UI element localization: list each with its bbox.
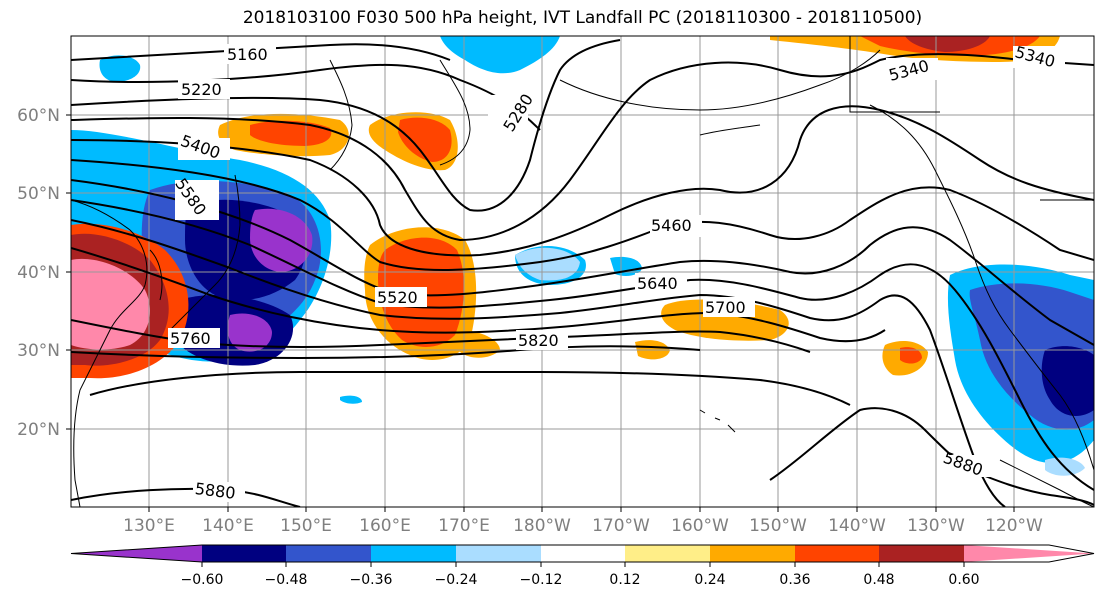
colorbar-label-neg012: −0.12 — [520, 572, 563, 588]
contour-label-5820: 5820 — [518, 331, 559, 350]
negative-region-cyan-top — [440, 36, 560, 74]
longitude-labels: 130°E 140°E 150°E 160°E 170°E 180°W 170°… — [123, 516, 1043, 536]
height-contours — [71, 39, 1094, 507]
hawaii-islands — [699, 409, 736, 433]
lat-label-40n: 40°N — [17, 263, 60, 283]
contour-5880-north — [89, 371, 851, 406]
positive-region-red-alaska-west — [398, 117, 452, 162]
lon-label-130e: 130°E — [123, 516, 175, 536]
alaska-west-coast — [439, 59, 471, 166]
colorbar-segment — [541, 545, 625, 562]
negative-region-cyan-small — [340, 395, 362, 404]
colorbar-label-060: 0.60 — [948, 572, 979, 588]
lon-label-160w: 160°W — [671, 516, 729, 536]
contour-5160 — [71, 43, 451, 61]
coastlines — [71, 36, 1094, 507]
contour-5820 — [71, 345, 701, 360]
lon-label-160e: 160°E — [359, 516, 411, 536]
contour-5640 — [71, 219, 1006, 507]
lon-label-150e: 150°E — [280, 516, 332, 536]
latitude-labels: 60°N 50°N 40°N 30°N 20°N — [17, 106, 60, 440]
colorbar-label-048: 0.48 — [863, 572, 894, 588]
lon-label-140e: 140°E — [202, 516, 254, 536]
lon-label-170w: 170°W — [592, 516, 650, 536]
asia-coast — [71, 199, 148, 507]
colorbar: −0.60 −0.48 −0.36 −0.24 −0.12 0.12 0.24 … — [70, 544, 1095, 588]
contour-5280 — [71, 39, 621, 212]
contour-label-5520: 5520 — [377, 288, 418, 307]
negative-region-navy-east — [1041, 346, 1094, 416]
japan-coast — [169, 174, 241, 331]
contour-5400 — [71, 105, 1094, 257]
colorbar-label-neg060: −0.60 — [181, 572, 224, 588]
canada-coast — [869, 104, 1094, 471]
lon-label-180w: 180°W — [513, 516, 571, 536]
mexico-coast — [999, 459, 1094, 507]
colorbar-label-036: 0.36 — [779, 572, 810, 588]
lon-label-140w: 140°W — [828, 516, 886, 536]
positive-region-orange-mid — [661, 299, 789, 341]
colorbar-segments — [70, 544, 1095, 563]
colorbar-segment — [456, 545, 541, 562]
colorbar-ticks — [201, 562, 965, 567]
colorbar-label-neg036: −0.36 — [350, 572, 393, 588]
negative-region-purple-south — [227, 313, 272, 352]
contour-label-5220: 5220 — [181, 80, 222, 99]
negative-region-purple — [250, 208, 313, 272]
lat-label-60n: 60°N — [17, 106, 60, 126]
aleutian-chain — [699, 124, 761, 136]
lat-label-20n: 20°N — [17, 420, 60, 440]
colorbar-label-neg024: −0.24 — [435, 572, 478, 588]
contour-5580 — [71, 199, 1094, 491]
contour-5460 — [71, 159, 1094, 271]
contour-label-5880-west: 5880 — [194, 479, 237, 503]
lon-label-130w: 130°W — [907, 516, 965, 536]
lon-label-170e: 170°E — [438, 516, 490, 536]
lon-label-120w: 120°W — [985, 516, 1043, 536]
colorbar-segment — [625, 545, 710, 562]
colorbar-segment — [371, 545, 456, 562]
negative-region-cyan-mid — [610, 256, 642, 276]
axis-ticks — [66, 114, 1015, 512]
alaska-canada-border — [849, 36, 940, 113]
colorbar-segment — [710, 545, 795, 562]
contour-5340 — [71, 53, 1094, 242]
negative-region-cyan-upper-left — [99, 55, 141, 82]
colorbar-segment — [964, 545, 1094, 562]
positive-region-darkred-alaska — [905, 36, 990, 52]
lat-label-50n: 50°N — [17, 184, 60, 204]
colorbar-segment — [795, 545, 879, 562]
positive-region-pink-west — [71, 258, 150, 350]
positive-region-orange-east-tail — [460, 330, 500, 358]
colorbar-tick-labels: −0.60 −0.48 −0.36 −0.24 −0.12 0.12 0.24 … — [181, 572, 980, 588]
contour-5700 — [71, 247, 886, 343]
positive-region-red-east — [900, 347, 922, 364]
colorbar-label-024: 0.24 — [694, 572, 725, 588]
map-title: 2018103100 F030 500 hPa height, IVT Land… — [242, 8, 923, 28]
colorbar-label-012: 0.12 — [609, 572, 640, 588]
contour-5520 — [71, 179, 1094, 346]
colorbar-segment — [286, 545, 371, 562]
colorbar-label-neg048: −0.48 — [265, 572, 308, 588]
contour-labels: 5160 5220 5280 5340 5340 5400 5580 5460 … — [168, 42, 1065, 503]
colorbar-segment — [202, 545, 286, 562]
contour-label-5760: 5760 — [170, 329, 211, 348]
korea-coast — [149, 249, 163, 301]
contour-label-5700: 5700 — [705, 298, 746, 317]
positive-region-red-north — [250, 120, 332, 146]
colorbar-segment — [879, 545, 964, 562]
kamchatka-coast — [329, 59, 353, 171]
contour-label-5460: 5460 — [651, 216, 692, 235]
lon-label-150w: 150°W — [749, 516, 807, 536]
contour-label-5160: 5160 — [227, 45, 268, 64]
colorbar-segment — [71, 545, 202, 562]
lat-label-30n: 30°N — [17, 341, 60, 361]
contour-label-5640: 5640 — [637, 274, 678, 293]
map-panel: 5160 5220 5280 5340 5340 5400 5580 5460 … — [71, 36, 1094, 507]
